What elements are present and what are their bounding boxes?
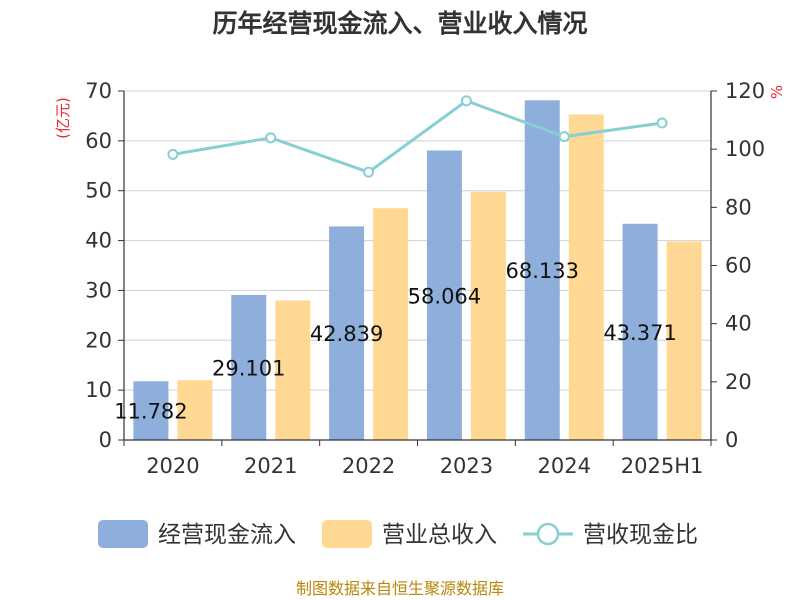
x-axis-tick-label: 2020 [146, 454, 199, 478]
bar-revenue [666, 241, 702, 440]
bar-cash-inflow [329, 226, 365, 440]
right-axis-tick-label: 0 [725, 428, 738, 452]
bar-data-label: 42.839 [310, 322, 383, 346]
right-axis-unit: % [768, 85, 786, 99]
source-note: 制图数据来自恒生聚源数据库 [296, 579, 504, 598]
bar-data-label: 58.064 [408, 284, 481, 308]
gridlines [124, 90, 711, 441]
right-axis-tick-label: 20 [725, 370, 752, 394]
ratio-point [558, 131, 570, 143]
legend-label: 营收现金比 [583, 522, 698, 548]
x-axis-tick-label: 2023 [440, 454, 493, 478]
bar-cash-inflow [426, 150, 462, 440]
left-axis-tick-label: 30 [85, 278, 112, 302]
bar-data-label: 29.101 [212, 356, 285, 380]
ratio-point [265, 132, 277, 144]
bar-revenue [568, 114, 604, 440]
right-axis-tick-label: 40 [725, 312, 752, 336]
left-axis-tick-label: 0 [99, 428, 112, 452]
legend-swatch [322, 520, 372, 548]
ratio-line-series [167, 95, 668, 178]
bar-revenue [275, 300, 311, 440]
left-axis-tick-label: 50 [85, 179, 112, 203]
ratio-point [460, 95, 472, 107]
ratio-point [167, 148, 179, 160]
left-axis-tick-label: 70 [85, 79, 112, 103]
bar-cash-inflow [231, 294, 267, 440]
right-axis-tick-label: 80 [725, 195, 752, 219]
legend-label: 营业总收入 [382, 522, 497, 548]
chart-title: 历年经营现金流入、营业收入情况 [212, 9, 587, 38]
bar-data-label: 43.371 [603, 321, 676, 345]
bar-data-label: 11.782 [114, 400, 187, 424]
x-axis-tick-label: 2024 [538, 454, 591, 478]
bar-cash-inflow [524, 100, 560, 441]
bar-cash-inflow [622, 223, 658, 440]
left-axis-unit: (亿元) [54, 97, 72, 139]
legend-swatch [98, 520, 148, 548]
x-axis-tick-label: 2021 [244, 454, 297, 478]
right-axis-tick-label: 120 [725, 79, 765, 103]
ratio-point [656, 117, 668, 129]
ratio-point [363, 166, 375, 178]
ratio-line [172, 99, 663, 174]
left-axis-tick-label: 20 [85, 328, 112, 352]
bar-revenue [470, 191, 506, 440]
legend-label: 经营现金流入 [158, 522, 296, 548]
bar-revenue [177, 380, 213, 440]
axes: 0 10 20 30 40 50 60 70 0 20 40 60 80 100 120 2020 2021 20… [85, 79, 765, 478]
bar-revenue [373, 208, 409, 440]
right-axis-tick-label: 60 [725, 254, 752, 278]
legend: 经营现金流入 营业总收入 营收现金比 [98, 520, 698, 548]
left-axis-tick-label: 60 [85, 129, 112, 153]
x-axis-tick-label: 2025H1 [621, 454, 704, 478]
bar-cash-inflow [133, 381, 169, 440]
left-axis-tick-label: 40 [85, 229, 112, 253]
left-axis-tick-label: 10 [85, 378, 112, 402]
bars [133, 100, 702, 441]
legend-line-marker [536, 522, 560, 546]
data-labels: 11.782 29.101 42.839 58.064 68.133 43.371 [114, 259, 677, 423]
right-axis-tick-label: 100 [725, 137, 765, 161]
x-axis-tick-label: 2022 [342, 454, 395, 478]
bar-data-label: 68.133 [506, 259, 579, 283]
